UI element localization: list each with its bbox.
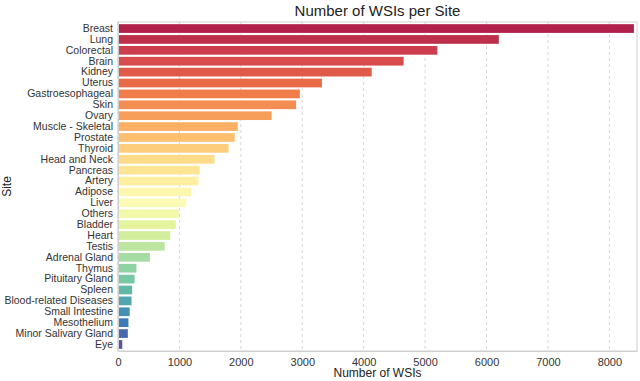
bar — [118, 275, 135, 284]
x-tick: 3000 — [291, 351, 315, 368]
chart-container: 010002000300040005000600070008000BreastL… — [0, 0, 640, 381]
x-tick: 8000 — [598, 351, 622, 368]
grid-line — [547, 22, 548, 351]
plot: 010002000300040005000600070008000BreastL… — [4, 22, 637, 368]
grid-line — [609, 22, 610, 351]
x-tick-label: 3000 — [291, 356, 315, 368]
x-tick-label: 8000 — [598, 356, 622, 368]
x-tick: 1000 — [168, 351, 192, 368]
x-tick: 7000 — [536, 351, 560, 368]
bar — [118, 155, 214, 164]
bars — [118, 24, 634, 349]
bar — [118, 57, 404, 66]
bar — [118, 307, 130, 316]
bar — [118, 329, 128, 338]
x-tick: 6000 — [475, 351, 499, 368]
x-tick-label: 1000 — [168, 356, 192, 368]
y-axis-title: Site — [0, 176, 14, 197]
x-tick-label: 7000 — [536, 356, 560, 368]
title: Number of WSIs per Site — [295, 2, 461, 19]
grid-line — [486, 22, 487, 351]
x-tick-label: 2000 — [229, 356, 253, 368]
y-axis-line — [118, 23, 119, 352]
x-tick: 2000 — [229, 351, 253, 368]
bar — [118, 144, 229, 153]
bar — [118, 297, 132, 306]
bar — [118, 253, 150, 262]
bar — [118, 198, 186, 207]
grid — [118, 22, 609, 351]
bar — [118, 35, 499, 44]
bar — [118, 286, 132, 295]
bar — [118, 220, 176, 229]
bar — [118, 133, 235, 142]
bar — [118, 68, 372, 77]
grid-line — [425, 22, 426, 351]
bar — [118, 264, 136, 273]
bar — [118, 111, 272, 120]
y-tick-label: Eye — [95, 338, 113, 350]
bar — [118, 100, 296, 109]
bar — [118, 90, 300, 99]
bar — [118, 242, 165, 251]
y-tick: Eye — [95, 338, 118, 350]
bar — [118, 177, 198, 186]
x-tick-label: 0 — [115, 356, 121, 368]
bar — [118, 79, 322, 88]
bar — [118, 24, 634, 33]
y-axis: BreastLungColorectalBrainKidneyUterusGas… — [4, 22, 118, 352]
bar — [118, 46, 437, 55]
bar — [118, 209, 179, 218]
x-axis-line — [119, 351, 638, 352]
x-axis-title: Number of WSIs — [333, 366, 421, 380]
chart-svg: 010002000300040005000600070008000BreastL… — [0, 0, 640, 381]
bar — [118, 188, 191, 197]
bar — [118, 166, 200, 175]
x-tick: 0 — [115, 351, 121, 368]
plot-frame — [118, 22, 637, 351]
x-tick-label: 6000 — [475, 356, 499, 368]
bar — [118, 318, 128, 327]
bar — [118, 231, 170, 240]
bar — [118, 122, 238, 131]
